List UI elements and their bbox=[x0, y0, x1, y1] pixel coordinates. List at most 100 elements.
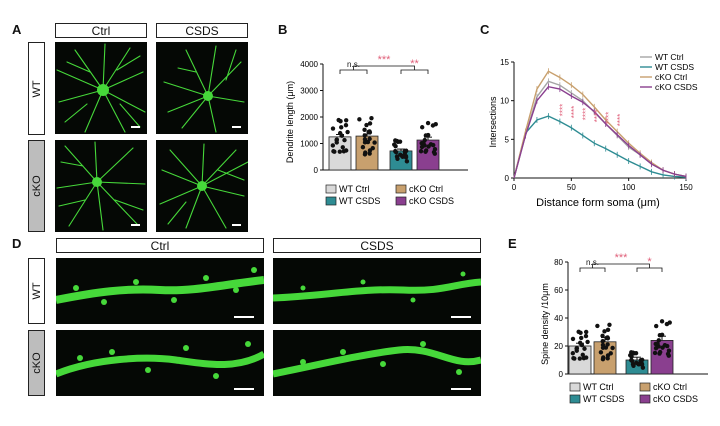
neuron-wt-csds-drawing bbox=[163, 45, 245, 133]
panel-a-row-cko-label: cKO bbox=[30, 175, 43, 197]
panel-b-data-point bbox=[420, 125, 425, 130]
panel-b-ytick-label: 2000 bbox=[300, 113, 318, 122]
spine-cko-ctrl-drawing bbox=[56, 341, 264, 390]
panel-b-legend-label: cKO CSDS bbox=[409, 196, 454, 206]
panel-c-sig-stars: **** bbox=[604, 112, 613, 124]
panel-e-data-point bbox=[570, 351, 576, 356]
panel-b-data-point bbox=[364, 122, 369, 128]
panel-b-data-point bbox=[433, 121, 438, 127]
panel-c-series-line bbox=[513, 85, 687, 179]
panel-e-legend-label: WT CSDS bbox=[583, 394, 624, 404]
panel-c-sig-stars: **** bbox=[616, 114, 625, 126]
panel-b-legend-label: WT Ctrl bbox=[339, 184, 369, 194]
panel-b-data-point bbox=[397, 139, 403, 144]
panel-b-data-point bbox=[362, 127, 367, 133]
panel-label-c: C bbox=[480, 22, 490, 37]
panel-c-legend-label: cKO Ctrl bbox=[655, 72, 687, 82]
panel-e-data-point bbox=[633, 350, 639, 356]
panel-b-legend-swatch bbox=[325, 196, 337, 206]
panel-e-data-point bbox=[571, 355, 576, 361]
panel-e-data-point bbox=[595, 323, 600, 329]
panel-e-data-point bbox=[629, 357, 634, 363]
panel-e-legend-swatch bbox=[569, 394, 581, 404]
panel-e-legend-label: cKO CSDS bbox=[653, 394, 698, 404]
panel-e-ytick-label: 0 bbox=[559, 370, 564, 379]
panel-b-legend-swatch bbox=[325, 184, 337, 194]
panel-c-ytick-label: 5 bbox=[505, 135, 510, 144]
panel-e-data-point bbox=[600, 338, 605, 344]
spine-image-cko-ctrl bbox=[56, 330, 264, 396]
panel-b-data-point bbox=[357, 117, 362, 122]
panel-b-sig-label: n.s. bbox=[347, 60, 360, 69]
panel-e-data-point bbox=[602, 329, 607, 334]
panel-e-data-point bbox=[659, 319, 665, 324]
panel-e-legend-label: cKO Ctrl bbox=[653, 382, 687, 392]
panel-d-row-wt-label: WT bbox=[30, 282, 43, 300]
panel-e-data-point bbox=[570, 336, 576, 342]
panel-b-data-point bbox=[395, 156, 400, 161]
panel-b-ytick-label: 4000 bbox=[300, 60, 318, 69]
panel-e-data-point bbox=[628, 353, 633, 358]
panel-b-data-point bbox=[366, 129, 371, 135]
panel-e-data-point bbox=[604, 335, 609, 341]
panel-e-data-point bbox=[585, 339, 590, 345]
panel-b-data-point bbox=[330, 126, 336, 131]
panel-b-data-point bbox=[367, 151, 372, 156]
neuron-cko-csds-drawing bbox=[159, 143, 248, 229]
panel-b-data-point bbox=[343, 122, 349, 128]
panel-b-legend-label: cKO Ctrl bbox=[409, 184, 443, 194]
panel-a-header-ctrl: Ctrl bbox=[55, 23, 147, 38]
panel-c-legend-label: cKO CSDS bbox=[655, 82, 698, 92]
panel-d-header-ctrl: Ctrl bbox=[56, 238, 264, 253]
panel-b-data-point bbox=[404, 148, 409, 153]
panel-e-data-point bbox=[605, 342, 610, 347]
panel-b-ytick-label: 1000 bbox=[300, 140, 318, 149]
panel-b-data-point bbox=[343, 118, 349, 123]
panel-c-legend-label: WT CSDS bbox=[655, 62, 694, 72]
neuron-cko-ctrl-drawing bbox=[56, 141, 146, 231]
panel-e-ylabel: Spine density /10μm bbox=[540, 283, 550, 365]
panel-c-ytick-label: 0 bbox=[505, 174, 510, 183]
panel-b-chart: Dendrite length (μm) 0 1000 2000 3000 4000 n… bbox=[285, 54, 468, 206]
panel-c-xtick-label: 100 bbox=[622, 183, 636, 192]
panel-b-data-point bbox=[337, 130, 343, 136]
panel-e-ytick-label: 60 bbox=[554, 286, 563, 295]
panel-e-data-point bbox=[657, 349, 663, 355]
panel-a-row-wt-label: WT bbox=[30, 79, 43, 98]
panel-e-data-point bbox=[576, 329, 581, 334]
panel-c-chart: Intersections Distance form soma (μm) 0 5… bbox=[488, 52, 698, 209]
panel-b-data-point bbox=[362, 140, 368, 145]
panel-e-data-point bbox=[655, 341, 660, 346]
panel-b-ylabel: Dendrite length (μm) bbox=[285, 81, 295, 163]
panel-b-data-point bbox=[404, 159, 410, 164]
panel-e-ytick-label: 20 bbox=[554, 342, 563, 351]
panel-b-data-point bbox=[337, 149, 343, 154]
panel-e-data-point bbox=[583, 329, 589, 335]
panel-c-legend-label: WT Ctrl bbox=[655, 52, 684, 62]
panel-b-data-point bbox=[367, 136, 372, 142]
panel-e-data-point bbox=[579, 335, 584, 341]
panel-d-row-wt: WT bbox=[28, 258, 45, 324]
panel-e-data-point bbox=[580, 352, 585, 358]
panel-b-data-point bbox=[336, 117, 341, 123]
panel-b-data-point bbox=[331, 149, 336, 154]
panel-e-data-point bbox=[577, 340, 583, 346]
panel-e-data-point bbox=[652, 350, 658, 356]
panel-b-data-point bbox=[341, 149, 347, 154]
panel-b-data-point bbox=[345, 129, 350, 135]
panel-e-data-point bbox=[600, 356, 606, 362]
panel-b-data-point bbox=[431, 149, 437, 155]
panel-b-data-point bbox=[392, 142, 397, 147]
panel-label-b: B bbox=[278, 22, 288, 37]
panel-e-data-point bbox=[639, 362, 645, 367]
panel-e-ytick-label: 80 bbox=[554, 258, 563, 267]
panel-b-data-point bbox=[393, 138, 398, 143]
panel-e-legend-swatch bbox=[569, 382, 581, 392]
panel-b-ytick-label: 0 bbox=[314, 166, 319, 175]
panel-b-sig-bracket bbox=[400, 69, 429, 74]
panel-e-legend-label: WT Ctrl bbox=[583, 382, 613, 392]
panel-c-sig-stars: **** bbox=[570, 106, 579, 118]
panel-e-data-point bbox=[582, 346, 587, 351]
spine-wt-ctrl-drawing bbox=[56, 267, 264, 318]
panel-label-d: D bbox=[12, 236, 22, 251]
